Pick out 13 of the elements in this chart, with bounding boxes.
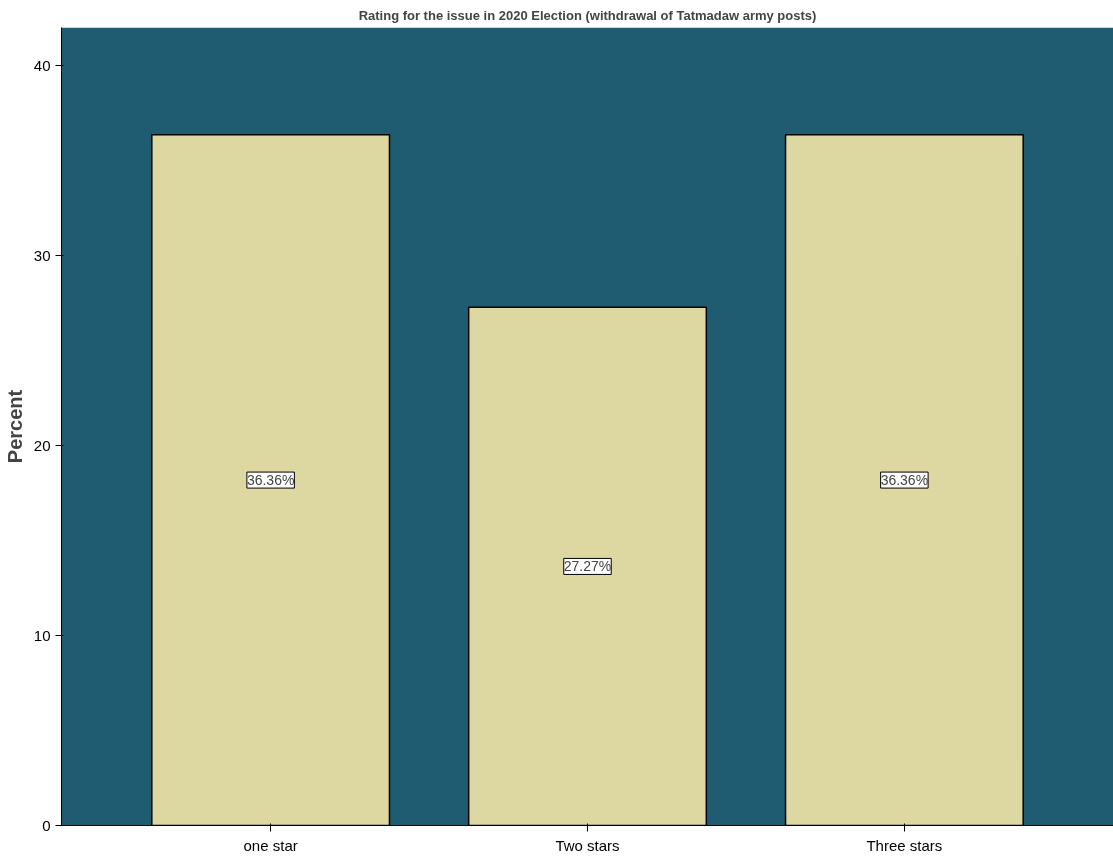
y-tick-label: 10 bbox=[33, 626, 51, 644]
y-axis-title: Percent bbox=[3, 389, 26, 464]
x-tick-label: Three stars bbox=[866, 836, 943, 854]
x-tick-label: Two stars bbox=[555, 836, 620, 854]
y-tick-label: 40 bbox=[33, 56, 51, 74]
data-label: 27.27% bbox=[563, 558, 612, 575]
y-tick-label: 20 bbox=[33, 436, 51, 454]
data-label: 36.36% bbox=[246, 472, 295, 489]
y-tick-label: 30 bbox=[33, 246, 51, 264]
x-tick-label: one star bbox=[243, 836, 298, 854]
chart-title: Rating for the issue in 2020 Election (withdrawal of Tatmadaw army posts) bbox=[358, 7, 817, 23]
y-tick-label: 0 bbox=[42, 816, 51, 834]
data-label: 36.36% bbox=[880, 472, 929, 489]
